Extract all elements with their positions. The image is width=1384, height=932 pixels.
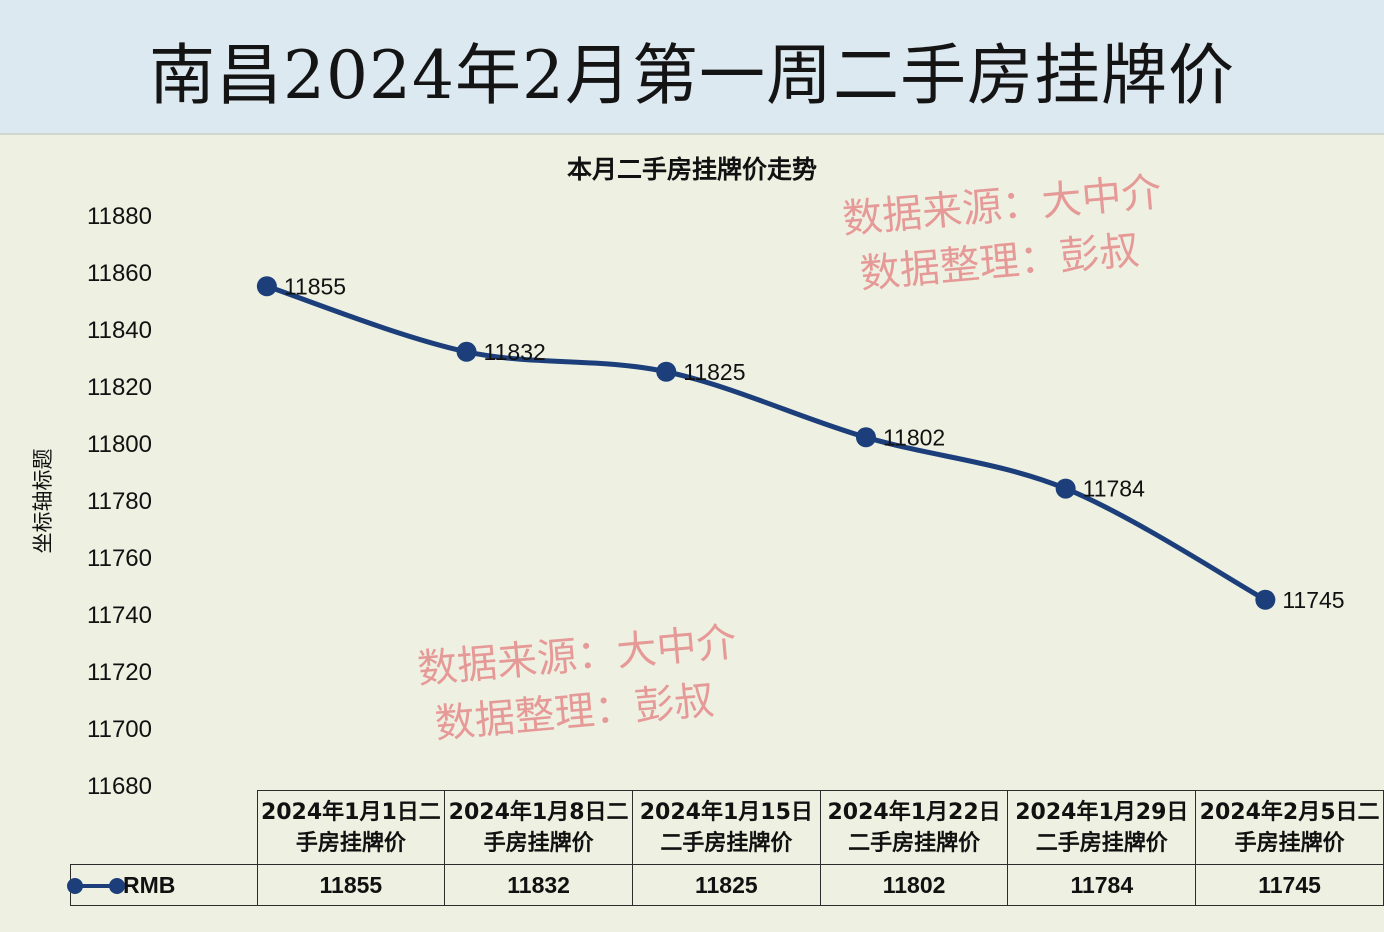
value-row: RMB 11855 11832 11825 11802 11784 11745 xyxy=(67,864,1384,906)
y-tick-label: 11860 xyxy=(87,260,152,287)
category-cell: 2024年2月5日二 手房挂牌价 xyxy=(1195,790,1384,865)
data-label: 11825 xyxy=(683,359,745,385)
series-markers xyxy=(256,276,1276,610)
data-label: 11784 xyxy=(1083,476,1145,502)
y-tick-label: 11700 xyxy=(87,716,152,743)
data-point xyxy=(256,276,277,297)
value-cell: 11825 xyxy=(631,864,821,906)
data-table: 2024年1月1日二 手房挂牌价 2024年1月8日二 手房挂牌价 2024年1月1… xyxy=(67,790,1384,906)
series-name: RMB xyxy=(123,871,176,898)
data-point xyxy=(1255,589,1276,610)
legend-line-icon xyxy=(67,878,125,895)
category-cell: 2024年1月8日二 手房挂牌价 xyxy=(444,790,633,865)
y-tick-label: 11760 xyxy=(87,545,152,572)
value-cell: 11802 xyxy=(819,864,1009,906)
category-cell: 2024年1月15日 二手房挂牌价 xyxy=(631,790,821,865)
value-cell: 11745 xyxy=(1195,864,1384,906)
y-tick-label: 11780 xyxy=(87,488,152,515)
page-title: 南昌2024年2月第一周二手房挂牌价 xyxy=(149,37,1235,114)
category-cell: 2024年1月1日二 手房挂牌价 xyxy=(256,790,446,865)
table-corner xyxy=(70,790,258,865)
category-cell: 2024年1月29日 二手房挂牌价 xyxy=(1007,790,1197,865)
data-point xyxy=(855,427,876,448)
y-tick-label: 11840 xyxy=(87,317,152,344)
y-tick-label: 11820 xyxy=(87,374,152,401)
series-line-rmb xyxy=(264,283,1268,603)
category-row: 2024年1月1日二 手房挂牌价 2024年1月8日二 手房挂牌价 2024年1月1… xyxy=(70,790,1384,865)
legend-key: RMB xyxy=(67,864,258,906)
data-point xyxy=(456,341,477,362)
data-labels: 11855 11832 11825 11802 11784 11745 xyxy=(284,273,1345,613)
y-tick-label: 11720 xyxy=(87,659,152,686)
y-tick-label: 11880 xyxy=(87,203,152,230)
data-label: 11745 xyxy=(1282,587,1344,613)
y-tick-label: 11740 xyxy=(87,602,152,629)
value-cell: 11855 xyxy=(256,864,446,906)
y-tick-label: 11800 xyxy=(87,431,152,458)
category-cell: 2024年1月22日 二手房挂牌价 xyxy=(819,790,1009,865)
data-label: 11802 xyxy=(883,424,945,450)
title-banner: 南昌2024年2月第一周二手房挂牌价 xyxy=(0,0,1384,135)
data-label: 11832 xyxy=(484,339,546,365)
data-point xyxy=(1055,478,1076,499)
data-point xyxy=(656,361,677,382)
value-cell: 11832 xyxy=(444,864,633,906)
data-label: 11855 xyxy=(284,273,346,299)
value-cell: 11784 xyxy=(1007,864,1197,906)
chart-title: 本月二手房挂牌价走势 xyxy=(566,155,817,184)
y-axis-ticks: 11880 11860 11840 11820 11800 11780 11760 11740… xyxy=(87,203,152,800)
